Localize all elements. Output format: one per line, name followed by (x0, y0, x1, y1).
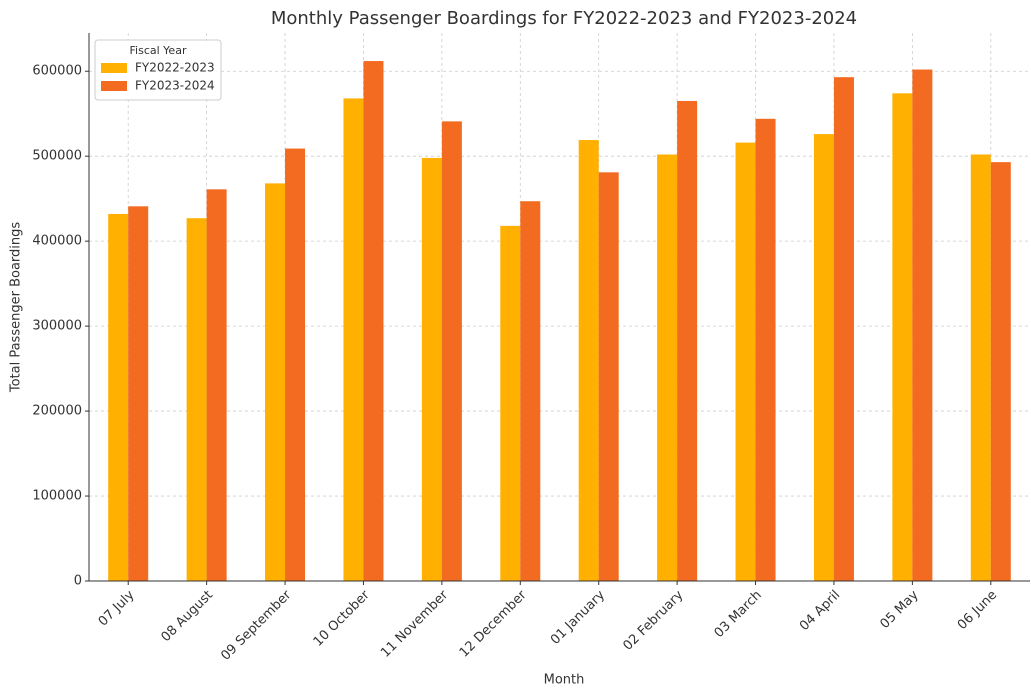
chart-title: Monthly Passenger Boardings for FY2022-2… (271, 8, 857, 29)
x-tick-label: 07 July (96, 587, 138, 629)
bar (598, 172, 619, 582)
y-tick-label: 100000 (32, 489, 82, 504)
bar (363, 61, 384, 581)
bar (285, 148, 306, 581)
bar (735, 142, 756, 581)
bar (108, 213, 129, 581)
bar (520, 201, 541, 581)
bar (892, 93, 913, 581)
bar (206, 189, 227, 582)
x-axis-label: Month (544, 673, 585, 688)
y-axis-label: Total Passenger Boardings (9, 222, 24, 394)
legend-label: FY2022-2023 (135, 61, 215, 75)
legend-label: FY2023-2024 (135, 79, 215, 93)
bar (970, 154, 991, 581)
legend-swatch (101, 81, 127, 91)
bar (500, 225, 521, 582)
bar (265, 183, 286, 581)
x-tick-label: 09 September (218, 587, 294, 663)
x-tick-label: 02 February (620, 587, 686, 653)
x-tick-label: 11 November (378, 587, 452, 661)
bar (912, 69, 933, 582)
x-tick-label: 03 March (712, 588, 765, 641)
bar (833, 77, 854, 582)
x-tick-label: 08 August (159, 588, 216, 645)
x-tick-label: 05 May (877, 587, 921, 631)
legend-title: Fiscal Year (130, 44, 187, 57)
x-tick-label: 10 October (311, 587, 373, 649)
y-tick-label: 0 (74, 574, 82, 589)
x-tick-label: 12 December (457, 587, 530, 660)
bar (657, 154, 678, 581)
y-tick-label: 600000 (32, 64, 82, 79)
x-tick-label: 04 April (797, 588, 843, 634)
bar (578, 140, 599, 582)
bar (990, 162, 1011, 581)
y-tick-label: 300000 (32, 319, 82, 334)
bar (755, 118, 776, 581)
bar (421, 157, 442, 582)
bar (441, 121, 462, 582)
bar (128, 206, 149, 581)
bar (813, 134, 834, 581)
bar (343, 98, 364, 581)
y-tick-label: 400000 (32, 234, 82, 249)
x-tick-label: 01 January (548, 587, 608, 647)
x-tick-label: 06 June (955, 588, 1000, 633)
y-tick-label: 200000 (32, 404, 82, 419)
y-tick-label: 500000 (32, 149, 82, 164)
bar (186, 218, 207, 581)
legend-swatch (101, 63, 127, 73)
bar (677, 100, 698, 581)
